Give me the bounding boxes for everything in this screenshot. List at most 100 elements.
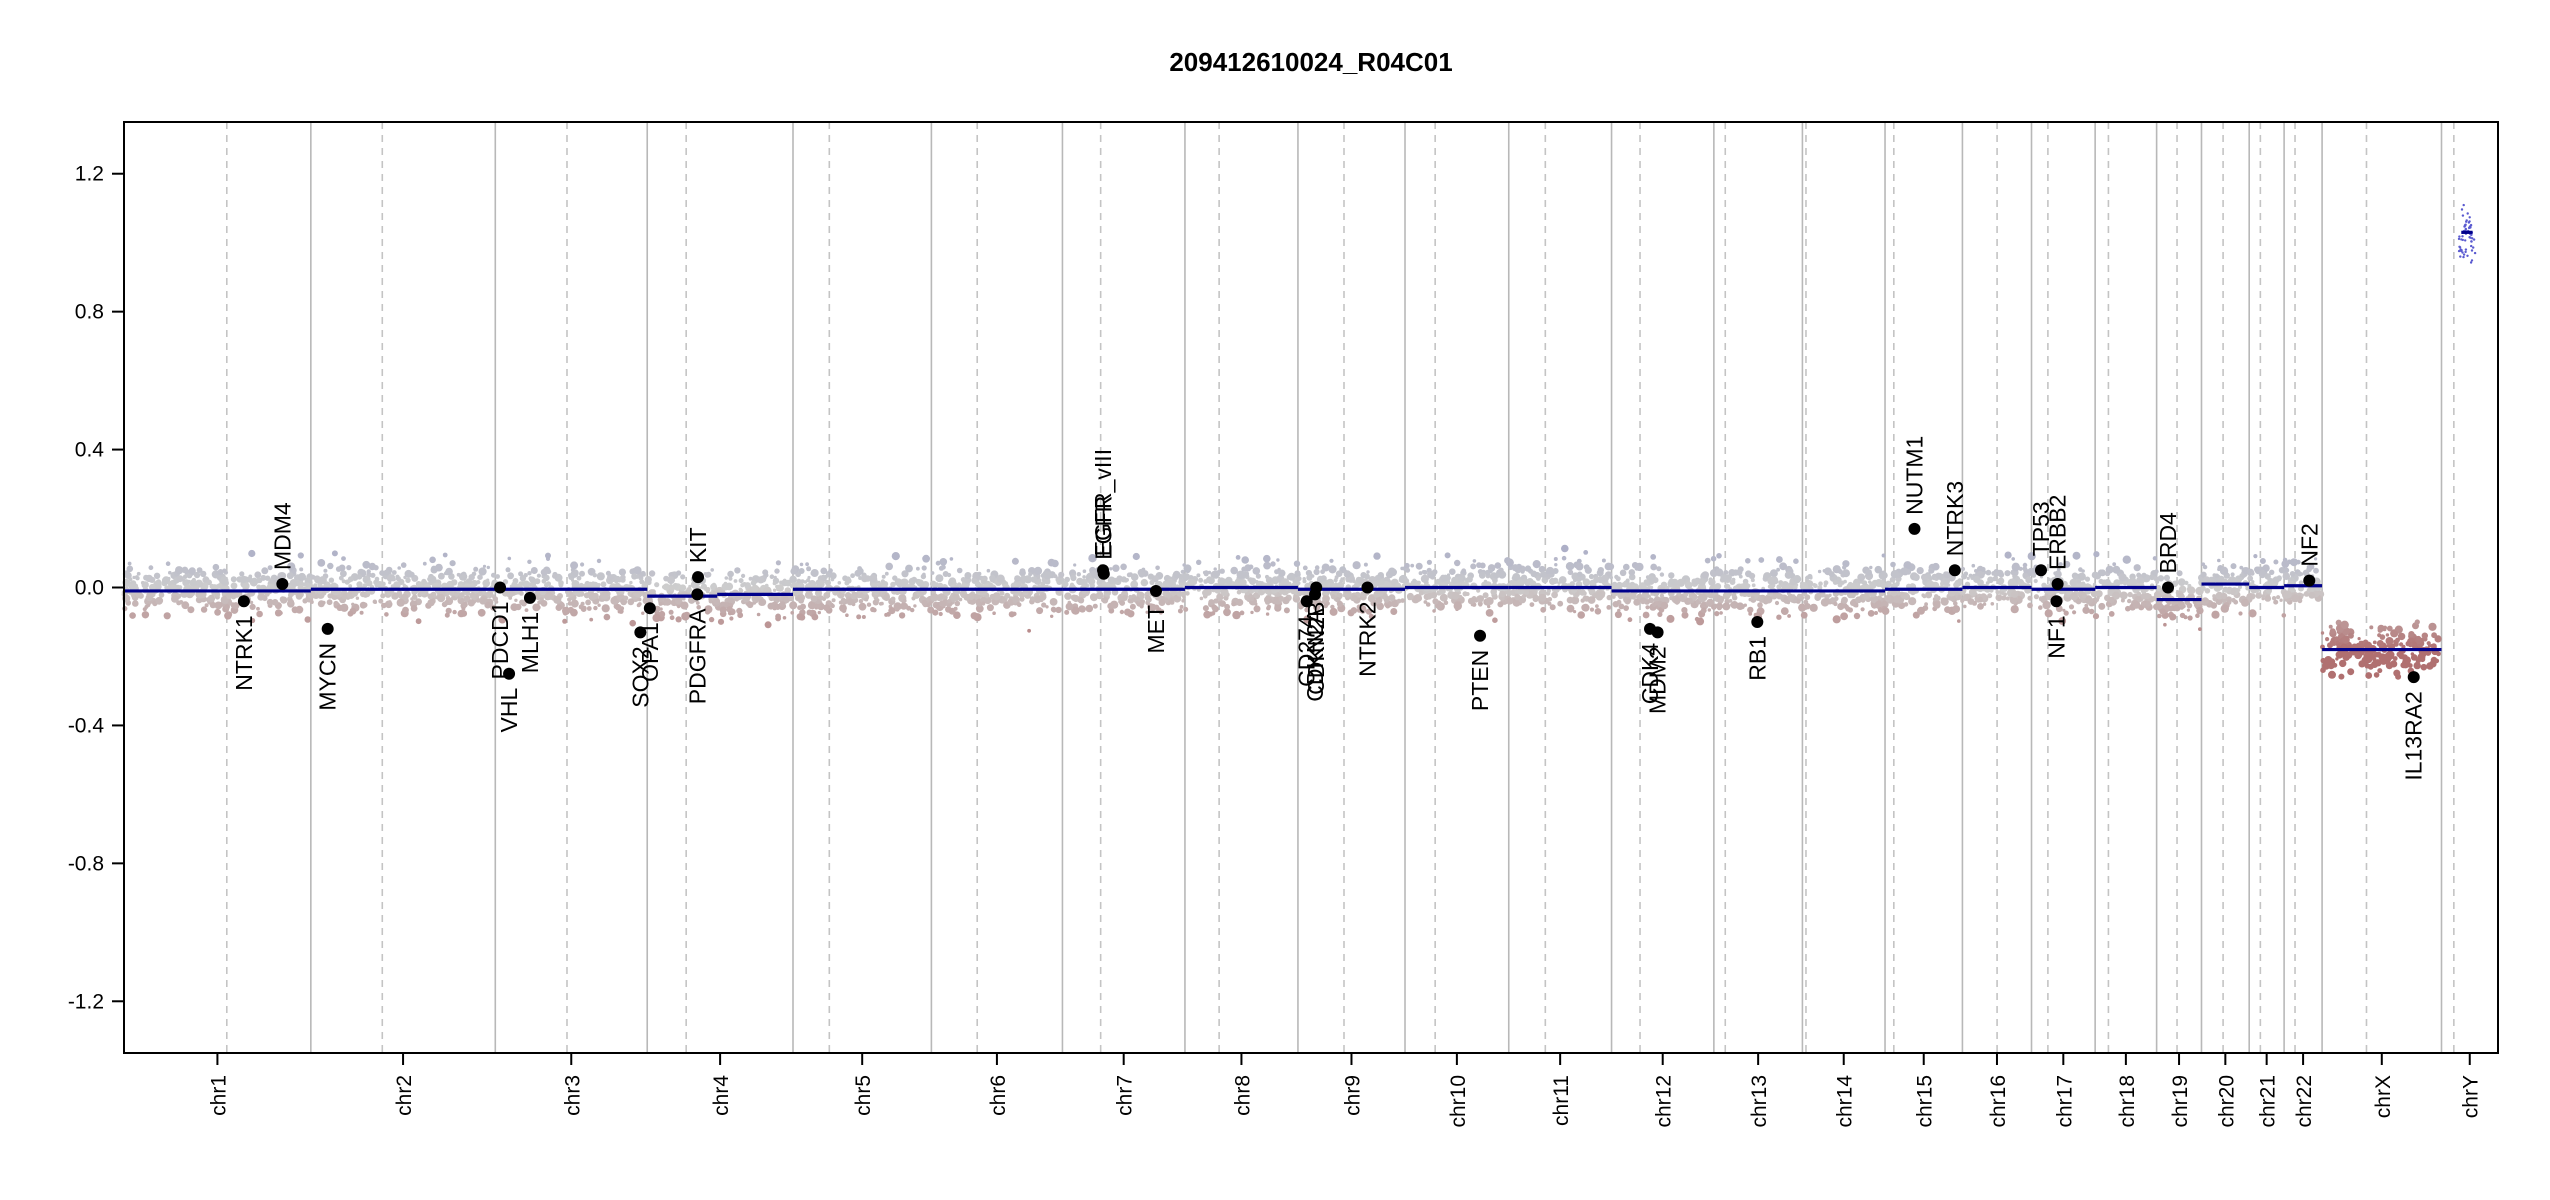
probe-point [2429,660,2437,668]
probe-point [2063,560,2071,568]
probe-point [1874,565,1883,574]
probe-point [431,565,437,572]
probe-point [806,578,811,583]
probe-point [1837,602,1845,611]
probe-point [2385,637,2394,645]
probe-point [1333,578,1338,583]
probe-point [206,579,213,586]
probe-point [1185,591,1190,596]
probe-point [1101,597,1106,603]
probe-point [989,593,996,600]
probe-point [658,601,663,606]
probe-point [1553,557,1558,561]
probe-point [2027,595,2033,601]
gene-point [643,602,656,615]
probe-point [2348,632,2354,639]
probe-point [1210,611,1216,616]
probe-point [1745,570,1752,578]
probe-point [806,609,813,616]
probe-point [1779,562,1787,571]
probe-point [1813,605,1817,610]
probe-point [2041,582,2047,588]
probe-point [2471,237,2474,240]
probe-point [1666,614,1675,623]
probe-point [668,572,674,578]
probe-point [2328,624,2333,629]
probe-point [261,568,266,572]
probe-point [1485,597,1494,605]
probe-point [1470,563,1477,570]
gene-label: PDGFRA [684,608,710,705]
probe-point [492,596,499,602]
probe-point [1236,589,1242,595]
probe-point [2469,261,2473,264]
probe-point [507,572,514,580]
probe-point [2077,572,2086,581]
probe-point [338,575,344,581]
probe-point [1627,617,1633,623]
probe-point [1376,602,1384,611]
probe-point [1127,598,1133,604]
probe-point [2001,595,2006,600]
probe-point [1322,594,1330,603]
probe-point [248,549,256,558]
probe-point [674,597,683,605]
probe-point [317,600,325,608]
probe-point [797,605,802,611]
probe-point [2198,627,2202,631]
probe-point [481,599,487,605]
probe-point [902,598,907,603]
probe-point [422,561,427,566]
probe-point [615,604,622,611]
probe-point [741,573,746,579]
probe-point [175,566,184,575]
probe-point [1120,563,1127,571]
probe-point [478,567,487,576]
probe-point [130,582,136,588]
probe-point [2467,221,2471,224]
probe-point [2462,255,2465,259]
probe-point [617,595,622,601]
probe-point [1601,575,1609,583]
probe-point [1567,569,1574,576]
probe-point [938,611,943,617]
gene-point [1097,567,1110,580]
probe-point [757,576,765,584]
probe-point [2468,236,2471,239]
probe-point [646,596,653,603]
probe-point [2011,590,2019,598]
probe-point [1780,607,1789,615]
probe-point [2470,240,2473,243]
probe-point [2152,556,2158,561]
chromosome-label: chr9 [1341,1075,1364,1116]
probe-point [1467,597,1475,605]
probe-point [468,574,475,581]
probe-point [541,578,547,584]
probe-point [136,571,141,576]
probe-point [916,579,925,587]
probe-point [484,601,492,609]
probe-point [452,609,457,615]
probe-point [135,591,143,598]
probe-point [774,603,781,610]
probe-point [1218,601,1224,607]
probe-point [1010,590,1015,594]
probe-point [1420,574,1429,583]
probe-point [126,565,134,573]
probe-point [2217,567,2221,572]
probe-point [143,574,149,581]
probe-point [2033,578,2038,584]
probe-point [2136,576,2144,584]
probe-point [2096,596,2100,600]
probe-point [567,573,573,578]
probe-point [362,583,368,588]
chromosome-label: chr14 [1834,1075,1857,1128]
probe-point [910,607,915,613]
probe-point [2320,667,2326,673]
probe-point [1509,580,1514,585]
probe-point [2459,249,2463,253]
probe-point [890,596,896,602]
probe-point [1202,605,1209,612]
probe-point [271,599,279,606]
probe-point [2230,563,2237,570]
